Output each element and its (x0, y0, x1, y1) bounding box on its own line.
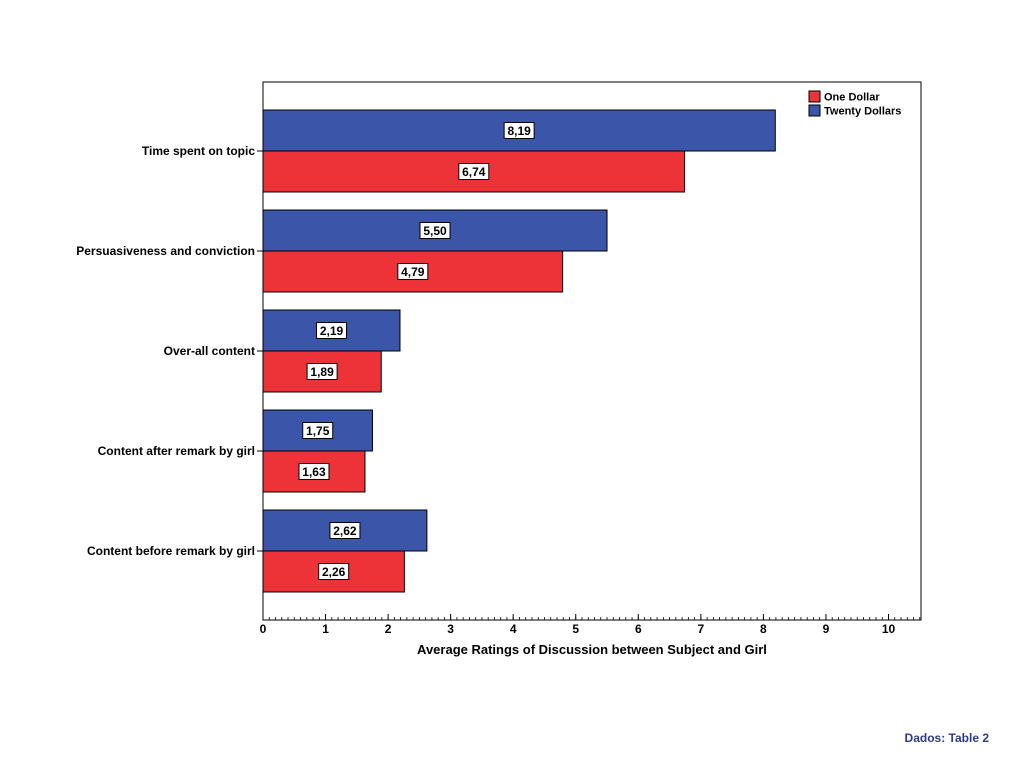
value-label: 1,89 (310, 365, 334, 379)
legend-label: One Dollar (824, 92, 880, 104)
x-tick-label: 6 (635, 622, 642, 636)
legend-swatch (808, 90, 821, 103)
value-label: 2,62 (333, 524, 357, 538)
value-label-box (306, 363, 338, 380)
x-axis-title: Average Ratings of Discussion between Su… (417, 642, 767, 657)
value-label-box (315, 322, 347, 339)
x-tick-label: 8 (760, 622, 767, 636)
value-label-box (397, 263, 429, 280)
x-tick-label: 3 (447, 622, 454, 636)
legend-swatch (808, 104, 821, 117)
value-label-box (298, 463, 330, 480)
value-label-box (458, 163, 490, 180)
category-label: Persuasiveness and conviction (76, 244, 255, 258)
value-label: 8,19 (507, 124, 531, 138)
value-label-box (329, 522, 361, 539)
bars-layer (262, 109, 776, 593)
category-label: Content after remark by girl (98, 444, 255, 458)
value-label-box (302, 422, 334, 439)
value-labels-layer: 8,19 6,74 5,50 4,79 2,19 1,89 1,75 1,63 2,62 2,26 (298, 122, 535, 580)
value-label-box (419, 222, 451, 239)
x-tick-label: 4 (510, 622, 517, 636)
value-label: 6,74 (462, 165, 486, 179)
legend-label: Twenty Dollars (824, 106, 901, 118)
value-label: 2,26 (322, 565, 346, 579)
axis-layer: Time spent on topic Persuasiveness and co… (76, 144, 921, 636)
x-tick-label: 9 (823, 622, 830, 636)
value-label-box (318, 563, 350, 580)
x-tick-label: 0 (260, 622, 267, 636)
x-tick-label: 5 (572, 622, 579, 636)
value-label: 1,63 (302, 465, 326, 479)
category-label: Over-all content (164, 344, 255, 358)
source-note: Dados: Table 2 (904, 731, 989, 745)
value-label: 2,19 (320, 324, 344, 338)
value-label-box (503, 122, 535, 139)
x-tick-label: 2 (385, 622, 392, 636)
value-label: 4,79 (401, 265, 425, 279)
category-label: Content before remark by girl (87, 544, 255, 558)
category-label: Time spent on topic (142, 144, 255, 158)
x-tick-label: 1 (322, 622, 329, 636)
legend: One Dollar Twenty Dollars (808, 90, 901, 118)
value-label: 1,75 (306, 424, 330, 438)
x-tick-label: 10 (882, 622, 896, 636)
x-tick-label: 7 (698, 622, 705, 636)
value-label: 5,50 (423, 224, 447, 238)
